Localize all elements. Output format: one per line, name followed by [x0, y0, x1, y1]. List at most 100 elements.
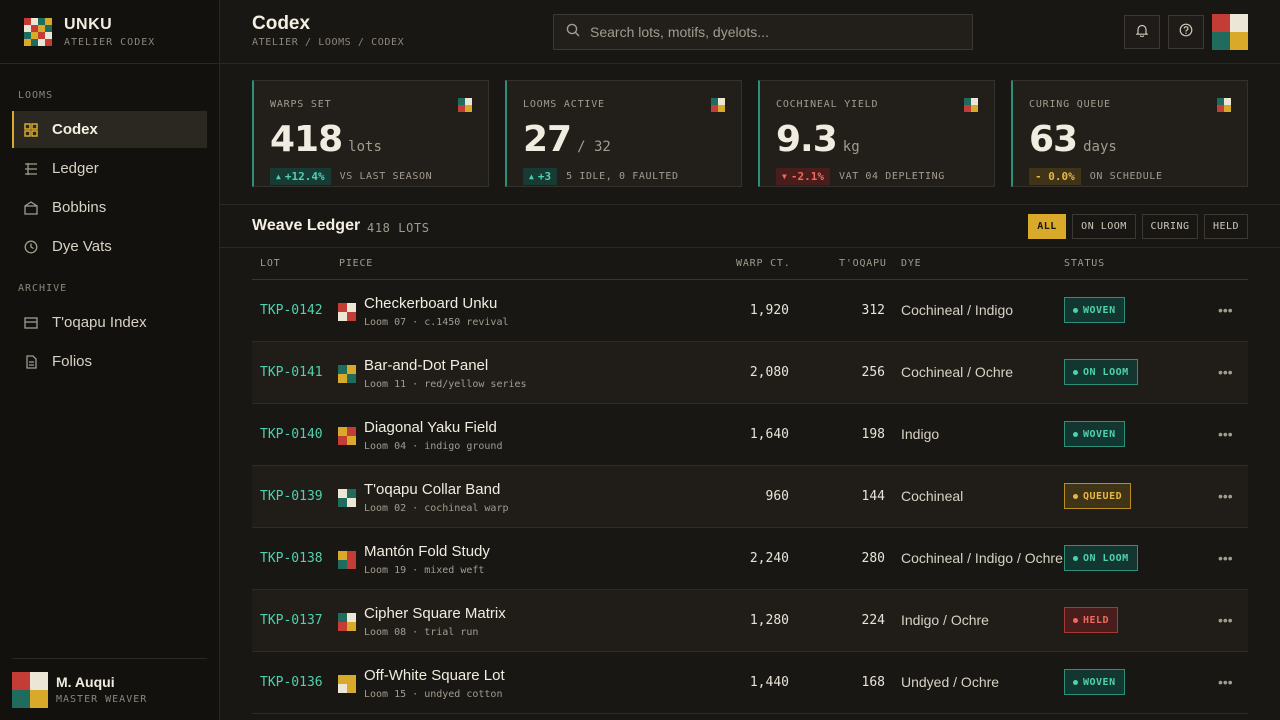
brand-logo-icon: [24, 17, 52, 46]
filter-all-button[interactable]: ALL: [1028, 214, 1066, 239]
motif-icon: [964, 98, 978, 112]
brand-title: UNKU: [64, 15, 113, 33]
lot-id[interactable]: TKP-0139: [260, 489, 323, 504]
more-icon[interactable]: •••: [1218, 302, 1233, 318]
status-dot-icon: [1073, 617, 1078, 623]
status-badge: WOVEN: [1064, 297, 1125, 323]
filter-held-button[interactable]: HELD: [1204, 214, 1248, 239]
kpi-unit: lots: [348, 139, 382, 155]
breadcrumb[interactable]: ATELIER / LOOMS / CODEX: [252, 37, 405, 48]
status-dot-icon: [1073, 555, 1078, 561]
warp-count: 1,920: [749, 303, 789, 318]
sidebar-item-label: Ledger: [52, 160, 99, 177]
table-row[interactable]: TKP-0139 T'oqapu Collar Band Loom 02 · c…: [252, 466, 1248, 528]
sidebar-item-codex[interactable]: Codex: [12, 111, 207, 148]
kpi-unit: / 32: [577, 139, 611, 155]
toqapu-count: 168: [861, 675, 885, 690]
kpi-delta: ▼ -2.1%: [776, 168, 830, 185]
status-label: WOVEN: [1083, 304, 1116, 316]
lot-id[interactable]: TKP-0140: [260, 427, 323, 442]
filter-curing-button[interactable]: CURING: [1142, 214, 1198, 239]
toqapu-count: 198: [861, 427, 885, 442]
status-badge: WOVEN: [1064, 669, 1125, 695]
status-label: HELD: [1083, 614, 1110, 626]
sidebar-item-ledger[interactable]: Ledger: [12, 150, 207, 187]
table-row[interactable]: TKP-0141 Bar-and-Dot Panel Loom 11 · red…: [252, 342, 1248, 404]
user-profile[interactable]: M. Auqui MASTER WEAVER: [12, 658, 207, 720]
kpi-footer: ▲ +12.4% VS LAST SEASON: [270, 168, 432, 185]
status-badge: QUEUED: [1064, 483, 1132, 509]
status-label: WOVEN: [1083, 428, 1116, 440]
help-icon: [1179, 23, 1193, 42]
table-row[interactable]: TKP-0136 Off-White Square Lot Loom 15 · …: [252, 652, 1248, 714]
lot-id[interactable]: TKP-0142: [260, 303, 323, 318]
status-badge: HELD: [1064, 607, 1119, 633]
piece-name: Cipher Square Matrix: [364, 605, 506, 622]
lot-id[interactable]: TKP-0141: [260, 365, 323, 380]
clock-icon: [24, 240, 38, 254]
table-row[interactable]: TKP-0142 Checkerboard Unku Loom 07 · c.1…: [252, 280, 1248, 342]
more-icon[interactable]: •••: [1218, 612, 1233, 628]
status-label: WOVEN: [1083, 676, 1116, 688]
status-label: QUEUED: [1083, 490, 1123, 502]
lot-id[interactable]: TKP-0136: [260, 675, 323, 690]
ledger-title: Weave Ledger: [252, 217, 361, 234]
ledger-header: Weave Ledger 418 LOTS ALL ON LOOM CURING…: [220, 204, 1280, 248]
swatch-icon: [338, 365, 356, 383]
table-row[interactable]: TKP-0140 Diagonal Yaku Field Loom 04 · i…: [252, 404, 1248, 466]
piece-subtitle: Loom 11 · red/yellow series: [364, 379, 527, 390]
sidebar-item-folios[interactable]: Folios: [12, 343, 207, 380]
piece-subtitle: Loom 08 · trial run: [364, 627, 479, 638]
sidebar-item-label: Bobbins: [52, 199, 107, 216]
more-icon[interactable]: •••: [1218, 488, 1233, 504]
column-header-dye[interactable]: DYE: [901, 258, 922, 269]
warp-count: 960: [765, 489, 789, 504]
status-dot-icon: [1073, 369, 1078, 375]
toqapu-count: 312: [861, 303, 885, 318]
search-input[interactable]: Search lots, motifs, dyelots...: [553, 14, 973, 50]
user-role: MASTER WEAVER: [56, 694, 148, 705]
column-header-lot[interactable]: LOT: [260, 258, 281, 269]
more-icon[interactable]: •••: [1218, 550, 1233, 566]
swatch-icon: [338, 427, 356, 445]
triangle-up-icon: ▲: [529, 172, 534, 181]
more-icon[interactable]: •••: [1218, 364, 1233, 380]
column-header-warp[interactable]: WARP CT.: [736, 258, 791, 269]
avatar[interactable]: [1212, 14, 1248, 50]
toqapu-count: 224: [861, 613, 885, 628]
dye: Undyed / Ochre: [901, 674, 1000, 690]
status-dot-icon: [1073, 431, 1078, 437]
filter-on-loom-button[interactable]: ON LOOM: [1072, 214, 1136, 239]
piece-name: T'oqapu Collar Band: [364, 481, 501, 498]
sidebar-item-bobbins[interactable]: Bobbins: [12, 189, 207, 226]
sidebar-item-toqapu-index[interactable]: T'oqapu Index: [12, 304, 207, 341]
piece-name: Checkerboard Unku: [364, 295, 498, 312]
kpi-unit: kg: [842, 139, 860, 155]
help-button[interactable]: [1168, 15, 1204, 49]
sidebar-item-label: Codex: [52, 121, 98, 138]
notifications-button[interactable]: [1124, 15, 1160, 49]
grid-icon: [24, 122, 38, 137]
kpi-note: VAT 04 DEPLETING: [838, 171, 945, 182]
index-icon: [24, 316, 38, 330]
kpi-delta: - 0.0%: [1029, 168, 1081, 185]
status-badge: WOVEN: [1064, 421, 1125, 447]
sidebar-item-dye-vats[interactable]: Dye Vats: [12, 228, 207, 265]
more-icon[interactable]: •••: [1218, 426, 1233, 442]
warp-count: 2,240: [749, 551, 789, 566]
status-badge: ON LOOM: [1064, 359, 1138, 385]
nav-section-archive: ARCHIVE: [18, 283, 68, 294]
status-dot-icon: [1073, 493, 1078, 499]
more-icon[interactable]: •••: [1218, 674, 1233, 690]
kpi-label: LOOMS ACTIVE: [523, 99, 605, 110]
lot-id[interactable]: TKP-0138: [260, 551, 323, 566]
column-header-piece[interactable]: PIECE: [339, 258, 374, 269]
column-header-status[interactable]: STATUS: [1064, 258, 1105, 269]
bell-icon: [1135, 23, 1149, 42]
table-row[interactable]: TKP-0137 Cipher Square Matrix Loom 08 · …: [252, 590, 1248, 652]
column-header-toqapu[interactable]: T'OQAPU: [839, 258, 887, 269]
lot-id[interactable]: TKP-0137: [260, 613, 323, 628]
kpi-delta-value: -2.1%: [790, 170, 824, 183]
brand[interactable]: UNKU ATELIER CODEX: [0, 0, 219, 64]
table-row[interactable]: TKP-0138 Mantón Fold Study Loom 19 · mix…: [252, 528, 1248, 590]
